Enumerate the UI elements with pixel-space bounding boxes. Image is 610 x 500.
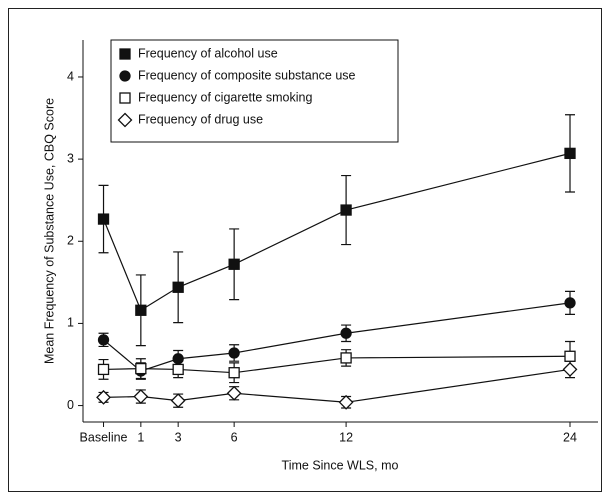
marker bbox=[340, 204, 352, 216]
marker bbox=[96, 389, 111, 405]
y-tick-label: 0 bbox=[67, 398, 74, 412]
marker bbox=[564, 297, 576, 309]
marker bbox=[228, 347, 240, 359]
marker bbox=[97, 213, 110, 225]
marker bbox=[172, 353, 184, 365]
marker bbox=[119, 70, 131, 82]
x-tick-label: Baseline bbox=[80, 430, 128, 444]
x-tick-label: 6 bbox=[231, 430, 238, 444]
marker bbox=[340, 352, 352, 364]
marker bbox=[97, 363, 110, 376]
x-tick-label: 12 bbox=[339, 430, 353, 444]
y-axis-label: Mean Frequency of Substance Use, CBQ Sco… bbox=[42, 98, 56, 364]
x-tick-label: 1 bbox=[137, 430, 144, 444]
series-line bbox=[102, 152, 571, 312]
x-tick-label: 24 bbox=[563, 430, 577, 444]
legend-label: Frequency of composite substance use bbox=[138, 68, 356, 82]
marker bbox=[119, 48, 131, 60]
series-line bbox=[103, 302, 571, 372]
marker bbox=[562, 362, 578, 377]
marker bbox=[226, 385, 242, 401]
x-axis-label: Time Since WLS, mo bbox=[282, 458, 399, 472]
marker bbox=[170, 393, 186, 409]
y-tick-label: 3 bbox=[67, 151, 74, 165]
legend-label: Frequency of alcohol use bbox=[138, 46, 278, 60]
marker bbox=[135, 362, 147, 375]
marker bbox=[135, 304, 147, 316]
marker bbox=[133, 389, 149, 404]
y-tick-label: 1 bbox=[67, 316, 74, 330]
marker bbox=[172, 281, 184, 293]
legend-label: Frequency of cigarette smoking bbox=[138, 90, 312, 104]
marker bbox=[228, 258, 240, 270]
marker bbox=[119, 92, 131, 104]
marker bbox=[564, 147, 576, 160]
marker bbox=[228, 367, 240, 379]
figure-frame bbox=[8, 8, 602, 492]
marker bbox=[172, 363, 184, 376]
legend: Frequency of alcohol use Frequency of com… bbox=[110, 39, 399, 143]
marker bbox=[564, 350, 576, 362]
legend-label: Frequency of drug use bbox=[138, 112, 263, 126]
y-tick-label: 4 bbox=[67, 69, 74, 83]
marker bbox=[97, 334, 110, 346]
marker bbox=[338, 394, 354, 410]
legend-box bbox=[110, 39, 399, 143]
series-line bbox=[103, 355, 571, 374]
marker bbox=[340, 327, 352, 339]
marker bbox=[117, 112, 133, 128]
y-tick-label: 2 bbox=[67, 234, 74, 248]
x-tick-label: 3 bbox=[175, 430, 182, 444]
